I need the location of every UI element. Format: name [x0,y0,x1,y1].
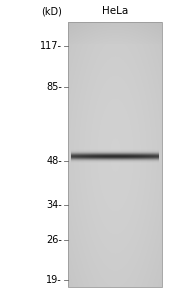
Text: HeLa: HeLa [102,6,128,16]
Text: 48-: 48- [46,156,62,166]
Text: (kD): (kD) [41,7,62,17]
Text: 34-: 34- [46,200,62,210]
Text: 85-: 85- [46,82,62,92]
Bar [68,22,162,287]
Text: 19-: 19- [46,275,62,285]
Text: 26-: 26- [46,235,62,244]
Text: 117-: 117- [40,41,62,51]
